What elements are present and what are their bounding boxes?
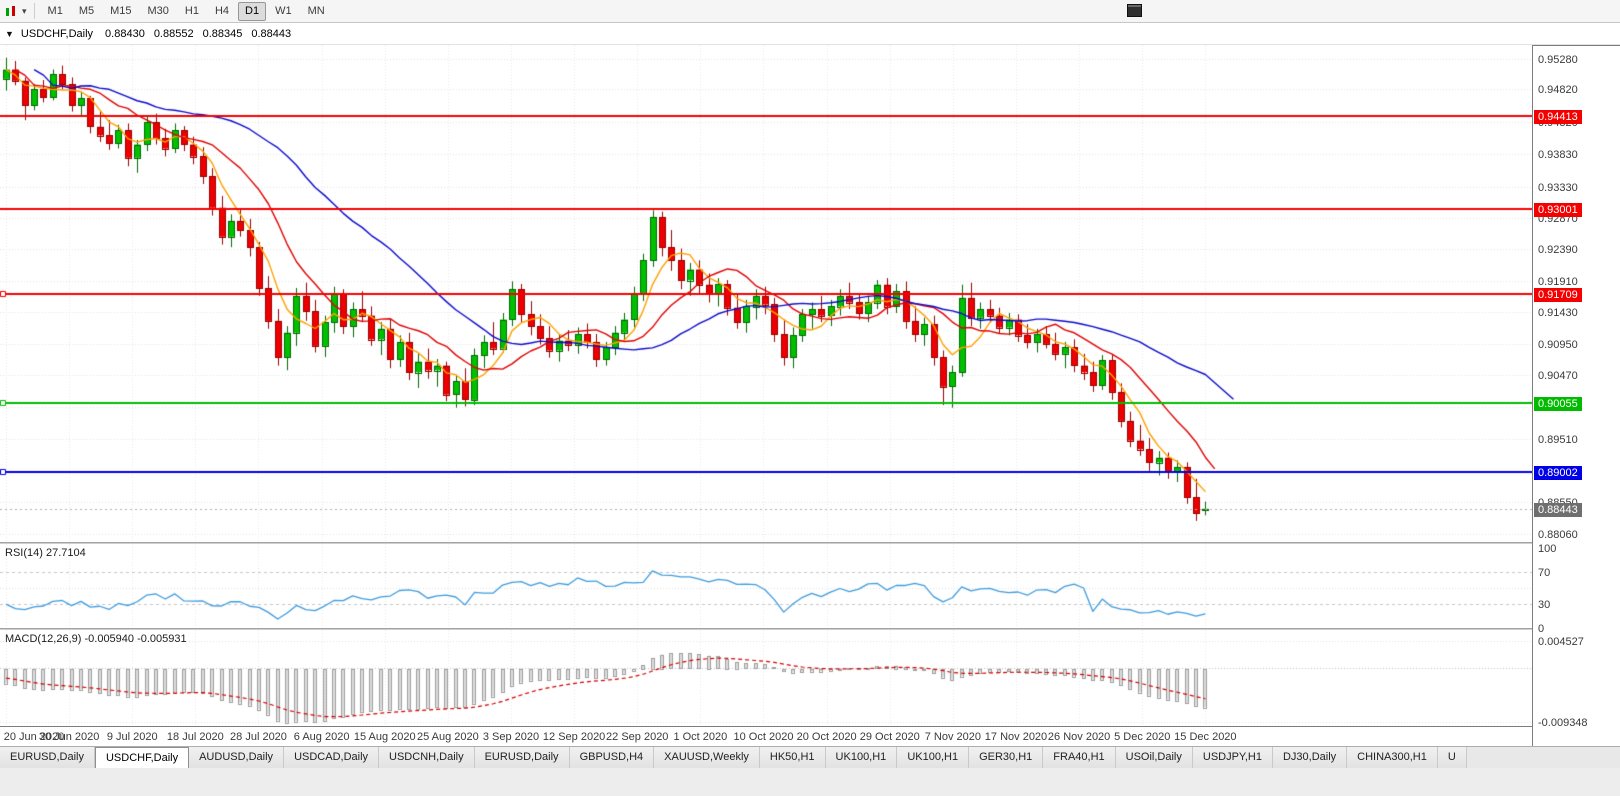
- timeframe-button-m1[interactable]: M1: [47, 4, 63, 17]
- chart-tab-usdcnh-daily[interactable]: USDCNH,Daily: [379, 747, 475, 768]
- date-tick-label: 9 Jul 2020: [106, 731, 158, 743]
- low-value: 0.88345: [202, 27, 243, 40]
- timeframe-button-d1[interactable]: D1: [238, 1, 267, 21]
- timeframe-button-m30[interactable]: M30: [147, 4, 169, 17]
- date-tick-label: 20 Jun 2020: [3, 731, 65, 743]
- chart-tab-usoil-daily[interactable]: USOil,Daily: [1115, 747, 1193, 768]
- one-click-trading-collapse-icon[interactable]: ▼: [5, 28, 14, 39]
- top-toolbar: ▾ M1 M5 M15 M30 H1 H4 D1 W1 MN: [0, 0, 1620, 23]
- timeframe-button-m5[interactable]: M5: [78, 4, 95, 17]
- price-tick-label: 0.89510: [1538, 433, 1578, 446]
- toolbar-separator: [33, 3, 35, 19]
- rsi-tick-label: 70: [1538, 567, 1551, 579]
- date-tick-label: 25 Aug 2020: [416, 731, 479, 743]
- timeframe-button-w1[interactable]: W1: [275, 4, 292, 17]
- symbol-period-label: USDCHF,Daily: [20, 27, 94, 40]
- chart-tab-usdjpy-h1[interactable]: USDJPY,H1: [1192, 747, 1273, 768]
- chart-tab-xauusd-weekly[interactable]: XAUUSD,Weekly: [654, 747, 760, 768]
- macd-values: -0.005940 -0.005931: [84, 633, 187, 645]
- price-tick-label: 0.88060: [1538, 529, 1578, 542]
- chart-tab-eurusd-daily[interactable]: EURUSD,Daily: [0, 747, 95, 768]
- rsi-tick-label: 30: [1538, 599, 1551, 611]
- date-tick-label: 5 Dec 2020: [1114, 731, 1171, 743]
- chart-tab-dj30-daily[interactable]: DJ30,Daily: [1272, 747, 1348, 768]
- chart-tab-eurusd-daily[interactable]: EURUSD,Daily: [474, 747, 570, 768]
- date-tick-label: 26 Nov 2020: [1047, 731, 1111, 743]
- date-tick-label: 29 Oct 2020: [859, 731, 920, 743]
- close-value: 0.88443: [251, 27, 292, 40]
- chart-type-icon[interactable]: [4, 4, 19, 19]
- chart-tab-china300-h1[interactable]: CHINA300,H1: [1347, 747, 1438, 768]
- price-tick-label: 0.91910: [1538, 275, 1578, 288]
- status-strip: [0, 768, 1620, 796]
- price-tick-label: 0.94820: [1538, 84, 1578, 97]
- price-tick-label: 0.93830: [1538, 149, 1578, 162]
- macd-name: MACD(12,26,9): [5, 633, 82, 645]
- date-tick-label: 15 Aug 2020: [353, 731, 416, 743]
- chart-tab-gbpusd-h4[interactable]: GBPUSD,H4: [569, 747, 655, 768]
- price-line-badge: 0.93001: [1534, 202, 1582, 217]
- price-tick-label: 0.93330: [1538, 182, 1578, 195]
- chart-tab-usdchf-daily[interactable]: USDCHF,Daily: [94, 747, 190, 768]
- chart-tab-hk50-h1[interactable]: HK50,H1: [759, 747, 826, 768]
- panel-splitter[interactable]: [0, 628, 1620, 630]
- timeframe-button-m15[interactable]: M15: [110, 4, 132, 17]
- chart-tab-fra40-h1[interactable]: FRA40,H1: [1043, 747, 1116, 768]
- rsi-tick-label: 0: [1538, 623, 1545, 635]
- date-tick-label: 3 Sep 2020: [482, 731, 540, 743]
- chart-tab-uk100-h1[interactable]: UK100,H1: [825, 747, 898, 768]
- date-tick-label: 10 Oct 2020: [733, 731, 794, 743]
- chart-tab-audusd-daily[interactable]: AUDUSD,Daily: [189, 747, 285, 768]
- macd-tick-label: 0.004527: [1538, 636, 1584, 649]
- macd-header: MACD(12,26,9) -0.005940 -0.005931: [5, 633, 187, 645]
- price-line-badge: 0.94413: [1534, 110, 1582, 125]
- date-tick-label: 28 Jul 2020: [230, 731, 287, 743]
- price-tick-label: 0.90950: [1538, 338, 1578, 351]
- timeframe-button-h1[interactable]: H1: [184, 4, 199, 17]
- chart-window: ▼ USDCHF,Daily 0.88430 0.88552 0.88345 0…: [0, 23, 1620, 746]
- open-value: 0.88430: [105, 27, 145, 40]
- macd-tick-label: -0.009348: [1538, 717, 1588, 730]
- price-tick-label: 0.90470: [1538, 370, 1578, 383]
- date-tick-label: 30 Jun 2020: [38, 731, 100, 743]
- chart-tab-uk100-h1[interactable]: UK100,H1: [897, 747, 970, 768]
- chart-tab-ger30-h1[interactable]: GER30,H1: [969, 747, 1044, 768]
- timeframe-button-h4[interactable]: H4: [214, 4, 230, 17]
- rsi-name: RSI(14): [5, 547, 43, 559]
- macd-panel-canvas[interactable]: [0, 630, 1532, 726]
- date-tick-label: 18 Jul 2020: [166, 731, 224, 743]
- price-tick-label: 0.91430: [1538, 307, 1578, 320]
- docked-window-icon[interactable]: [1127, 4, 1142, 17]
- price-tick-label: 0.92390: [1538, 244, 1578, 257]
- rsi-tick-label: 100: [1538, 543, 1557, 555]
- timeframe-button-mn[interactable]: MN: [307, 4, 325, 17]
- price-line-badge: 0.90055: [1534, 396, 1582, 411]
- price-tick-label: 0.95280: [1538, 54, 1578, 66]
- chart-tab-usdcad-daily[interactable]: USDCAD,Daily: [284, 747, 380, 768]
- price-line-badge: 0.91709: [1534, 287, 1582, 302]
- date-tick-label: 7 Nov 2020: [924, 731, 981, 743]
- current-price-badge: 0.88443: [1534, 502, 1582, 517]
- date-tick-label: 22 Sep 2020: [606, 731, 669, 743]
- rsi-value: 27.7104: [45, 547, 86, 559]
- time-axis[interactable]: 20 Jun 2020 30 Jun 2020 9 Jul 2020 18 Jul 2…: [0, 726, 1532, 746]
- high-value: 0.88552: [153, 27, 194, 40]
- date-tick-label: 12 Sep 2020: [542, 731, 606, 743]
- date-tick-label: 20 Oct 2020: [796, 731, 857, 743]
- date-tick-label: 15 Dec 2020: [1174, 731, 1237, 743]
- chart-tabs-bar: EURUSD,Daily USDCHF,Daily AUDUSD,Daily USDC…: [0, 746, 1620, 768]
- rsi-header: RSI(14) 27.7104: [5, 547, 86, 559]
- price-line-badge: 0.89002: [1534, 466, 1582, 481]
- ohlc-readout-bar: ▼ USDCHF,Daily 0.88430 0.88552 0.88345 0…: [0, 23, 1620, 45]
- panel-splitter[interactable]: [0, 542, 1620, 544]
- chart-type-dropdown-icon[interactable]: ▾: [22, 5, 27, 16]
- date-tick-label: 1 Oct 2020: [673, 731, 728, 743]
- price-axis[interactable]: 0.952800.948200.943200.938300.933300.928…: [1532, 45, 1620, 746]
- date-tick-label: 17 Nov 2020: [984, 731, 1048, 743]
- date-tick-label: 6 Aug 2020: [293, 731, 350, 743]
- chart-tab-u[interactable]: U: [1437, 747, 1467, 768]
- price-chart-canvas[interactable]: [0, 45, 1532, 542]
- rsi-panel-canvas[interactable]: [0, 544, 1532, 628]
